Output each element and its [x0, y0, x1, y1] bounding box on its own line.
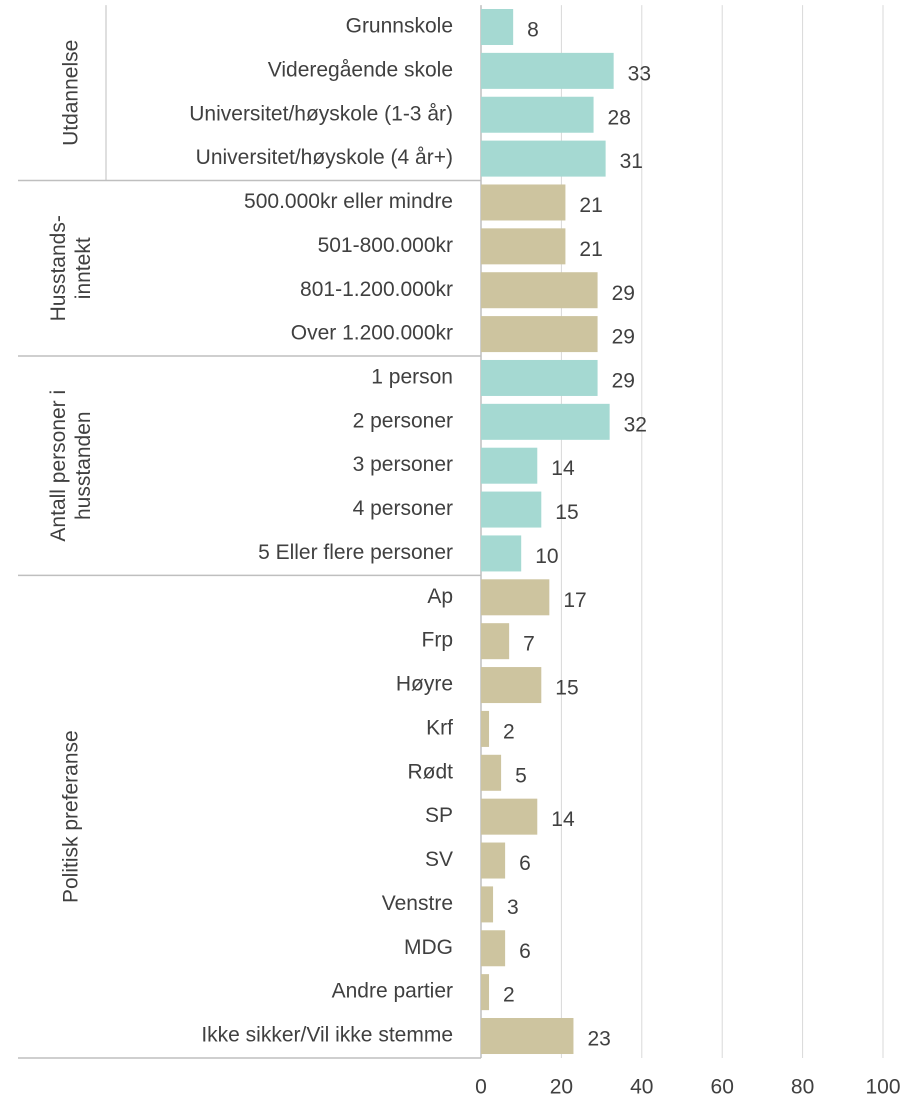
bar: [481, 359, 598, 396]
category-label: Ap: [427, 585, 453, 608]
group-label: Husstands-: [47, 215, 70, 321]
category-label: 500.000kr eller mindre: [244, 190, 453, 213]
category-label: Ikke sikker/Vil ikke stemme: [201, 1024, 453, 1047]
category-label: Videregående skole: [268, 58, 453, 81]
value-label: 7: [523, 633, 535, 656]
value-label: 2: [503, 720, 515, 743]
bar: [481, 272, 598, 309]
category-label: Andre partier: [332, 980, 453, 1003]
category-label: Over 1.200.000kr: [291, 322, 453, 345]
category-label: 2 personer: [353, 409, 453, 432]
value-label: 10: [535, 545, 558, 568]
x-tick-label: 20: [550, 1075, 573, 1098]
bar: [481, 96, 594, 133]
category-label: SP: [425, 804, 453, 827]
value-label: 29: [612, 282, 635, 305]
bar: [481, 9, 514, 45]
value-label: 28: [608, 106, 631, 129]
category-label: Rødt: [407, 760, 453, 783]
value-label: 6: [519, 852, 531, 875]
value-label: 5: [515, 764, 527, 787]
category-label: Universitet/høyskole (1-3 år): [189, 102, 453, 125]
value-label: 29: [612, 370, 635, 393]
bar: [481, 974, 490, 1011]
category-label: 801-1.200.000kr: [300, 278, 453, 301]
x-tick-label: 100: [865, 1075, 900, 1098]
category-label: Universitet/høyskole (4 år+): [196, 146, 453, 169]
bar: [481, 667, 542, 704]
category-label: SV: [425, 848, 453, 871]
category-label: 3 personer: [353, 453, 453, 476]
category-label: Venstre: [382, 892, 453, 915]
group-label: Utdannelse: [60, 40, 83, 146]
value-label: 32: [624, 413, 647, 436]
value-label: 15: [555, 677, 578, 700]
group-label: Antall personer i: [47, 390, 70, 542]
bar: [481, 579, 550, 616]
bar: [481, 930, 506, 967]
value-label: 23: [587, 1028, 610, 1051]
value-label: 3: [507, 896, 519, 919]
value-label: 17: [563, 589, 586, 612]
bar: [481, 842, 506, 879]
group-label: inntekt: [72, 237, 95, 299]
value-label: 8: [527, 19, 539, 42]
x-tick-label: 80: [791, 1075, 814, 1098]
bar: [481, 535, 522, 572]
bar: [481, 798, 538, 835]
bar: [481, 52, 614, 89]
bar: [481, 184, 566, 221]
bar: [481, 140, 606, 177]
value-label: 14: [551, 457, 575, 480]
category-label: 5 Eller flere personer: [258, 541, 453, 564]
category-label: MDG: [404, 936, 453, 959]
bar: [481, 228, 566, 265]
category-label: 501-800.000kr: [318, 234, 453, 257]
bar: [481, 623, 510, 660]
group-label: husstanden: [72, 411, 95, 520]
value-label: 2: [503, 984, 515, 1007]
bar: [481, 1018, 574, 1055]
value-label: 29: [612, 326, 635, 349]
x-tick-label: 0: [475, 1075, 487, 1098]
bar: [481, 403, 610, 440]
category-label: Høyre: [396, 673, 453, 696]
value-label: 6: [519, 940, 531, 963]
category-label: Krf: [426, 716, 453, 739]
value-label: 14: [551, 808, 575, 831]
x-tick-label: 60: [711, 1075, 734, 1098]
bar: [481, 491, 542, 528]
category-label: 4 personer: [353, 497, 453, 520]
bar: [481, 316, 598, 353]
x-tick-label: 40: [630, 1075, 653, 1098]
bar: [481, 754, 502, 791]
bar: [481, 710, 490, 747]
value-label: 21: [579, 194, 602, 217]
value-label: 15: [555, 501, 578, 524]
bar: [481, 447, 538, 484]
category-label: Frp: [422, 629, 454, 652]
category-label: 1 person: [371, 366, 453, 389]
category-label: Grunnskole: [346, 15, 453, 38]
value-label: 21: [579, 238, 602, 261]
value-label: 31: [620, 150, 643, 173]
bar: [481, 886, 494, 923]
group-label: Politisk preferanse: [60, 730, 83, 903]
value-label: 33: [628, 62, 651, 85]
